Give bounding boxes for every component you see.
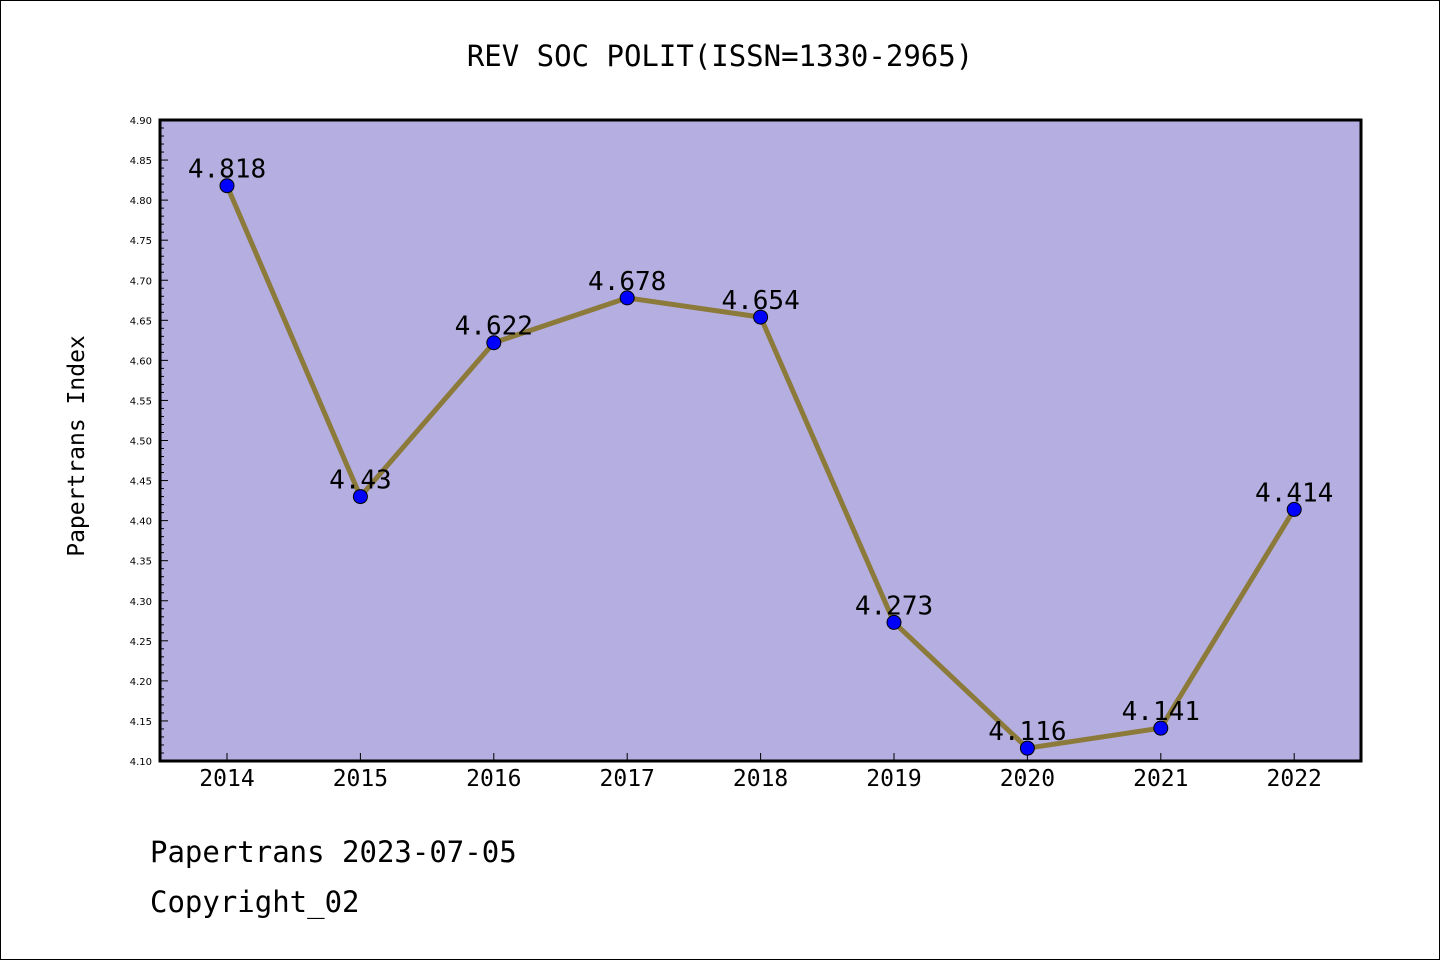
y-tick-label: 4.30 [130,597,152,608]
data-point [886,614,902,630]
x-tick-label: 2015 [333,766,388,792]
y-tick-label: 4.90 [130,116,152,127]
chart-title: REV SOC POLIT(ISSN=1330-2965) [467,39,973,73]
y-tick-label: 4.85 [130,156,152,167]
x-tick-label: 2022 [1267,766,1322,792]
data-label: 4.43 [329,466,392,496]
data-label: 4.818 [188,155,266,185]
data-point [753,309,769,325]
y-tick-label: 4.45 [130,477,152,488]
footer-date: Papertrans 2023-07-05 [150,835,517,869]
data-label: 4.116 [988,717,1066,747]
x-tick-label: 2020 [1000,766,1055,792]
x-tick-label: 2018 [733,766,788,792]
y-tick-label: 4.35 [130,557,152,568]
x-tick-label: 2021 [1133,766,1188,792]
y-tick-label: 4.10 [130,757,152,768]
data-point [1286,501,1302,517]
data-point [219,178,235,194]
data-label: 4.273 [855,591,933,621]
y-tick-label: 4.80 [130,196,152,207]
data-point [352,489,368,505]
y-tick-label: 4.25 [130,637,152,648]
y-tick-label: 4.70 [130,276,152,287]
y-tick-label: 4.60 [130,356,152,367]
y-tick-label: 4.65 [130,316,152,327]
plot-area [158,118,1363,763]
x-tick-label: 2014 [199,766,254,792]
data-label: 4.414 [1255,478,1333,508]
x-tick-label: 2017 [600,766,655,792]
data-label: 4.141 [1122,697,1200,727]
data-point [619,290,635,306]
x-tick-label: 2016 [466,766,521,792]
data-label: 4.654 [721,286,799,316]
data-point [1019,740,1035,756]
y-tick-label: 4.55 [130,396,152,407]
data-label: 4.678 [588,267,666,297]
y-axis-label: Papertrans Index [64,335,90,557]
data-label: 4.622 [455,312,533,342]
data-point [1153,720,1169,736]
y-tick-label: 4.50 [130,437,152,448]
y-tick-label: 4.20 [130,677,152,688]
data-point [486,335,502,351]
y-tick-label: 4.40 [130,517,152,528]
x-tick-label: 2019 [866,766,921,792]
footer-copyright: Copyright_02 [150,885,360,919]
y-tick-label: 4.15 [130,717,152,728]
y-tick-label: 4.75 [130,236,152,247]
